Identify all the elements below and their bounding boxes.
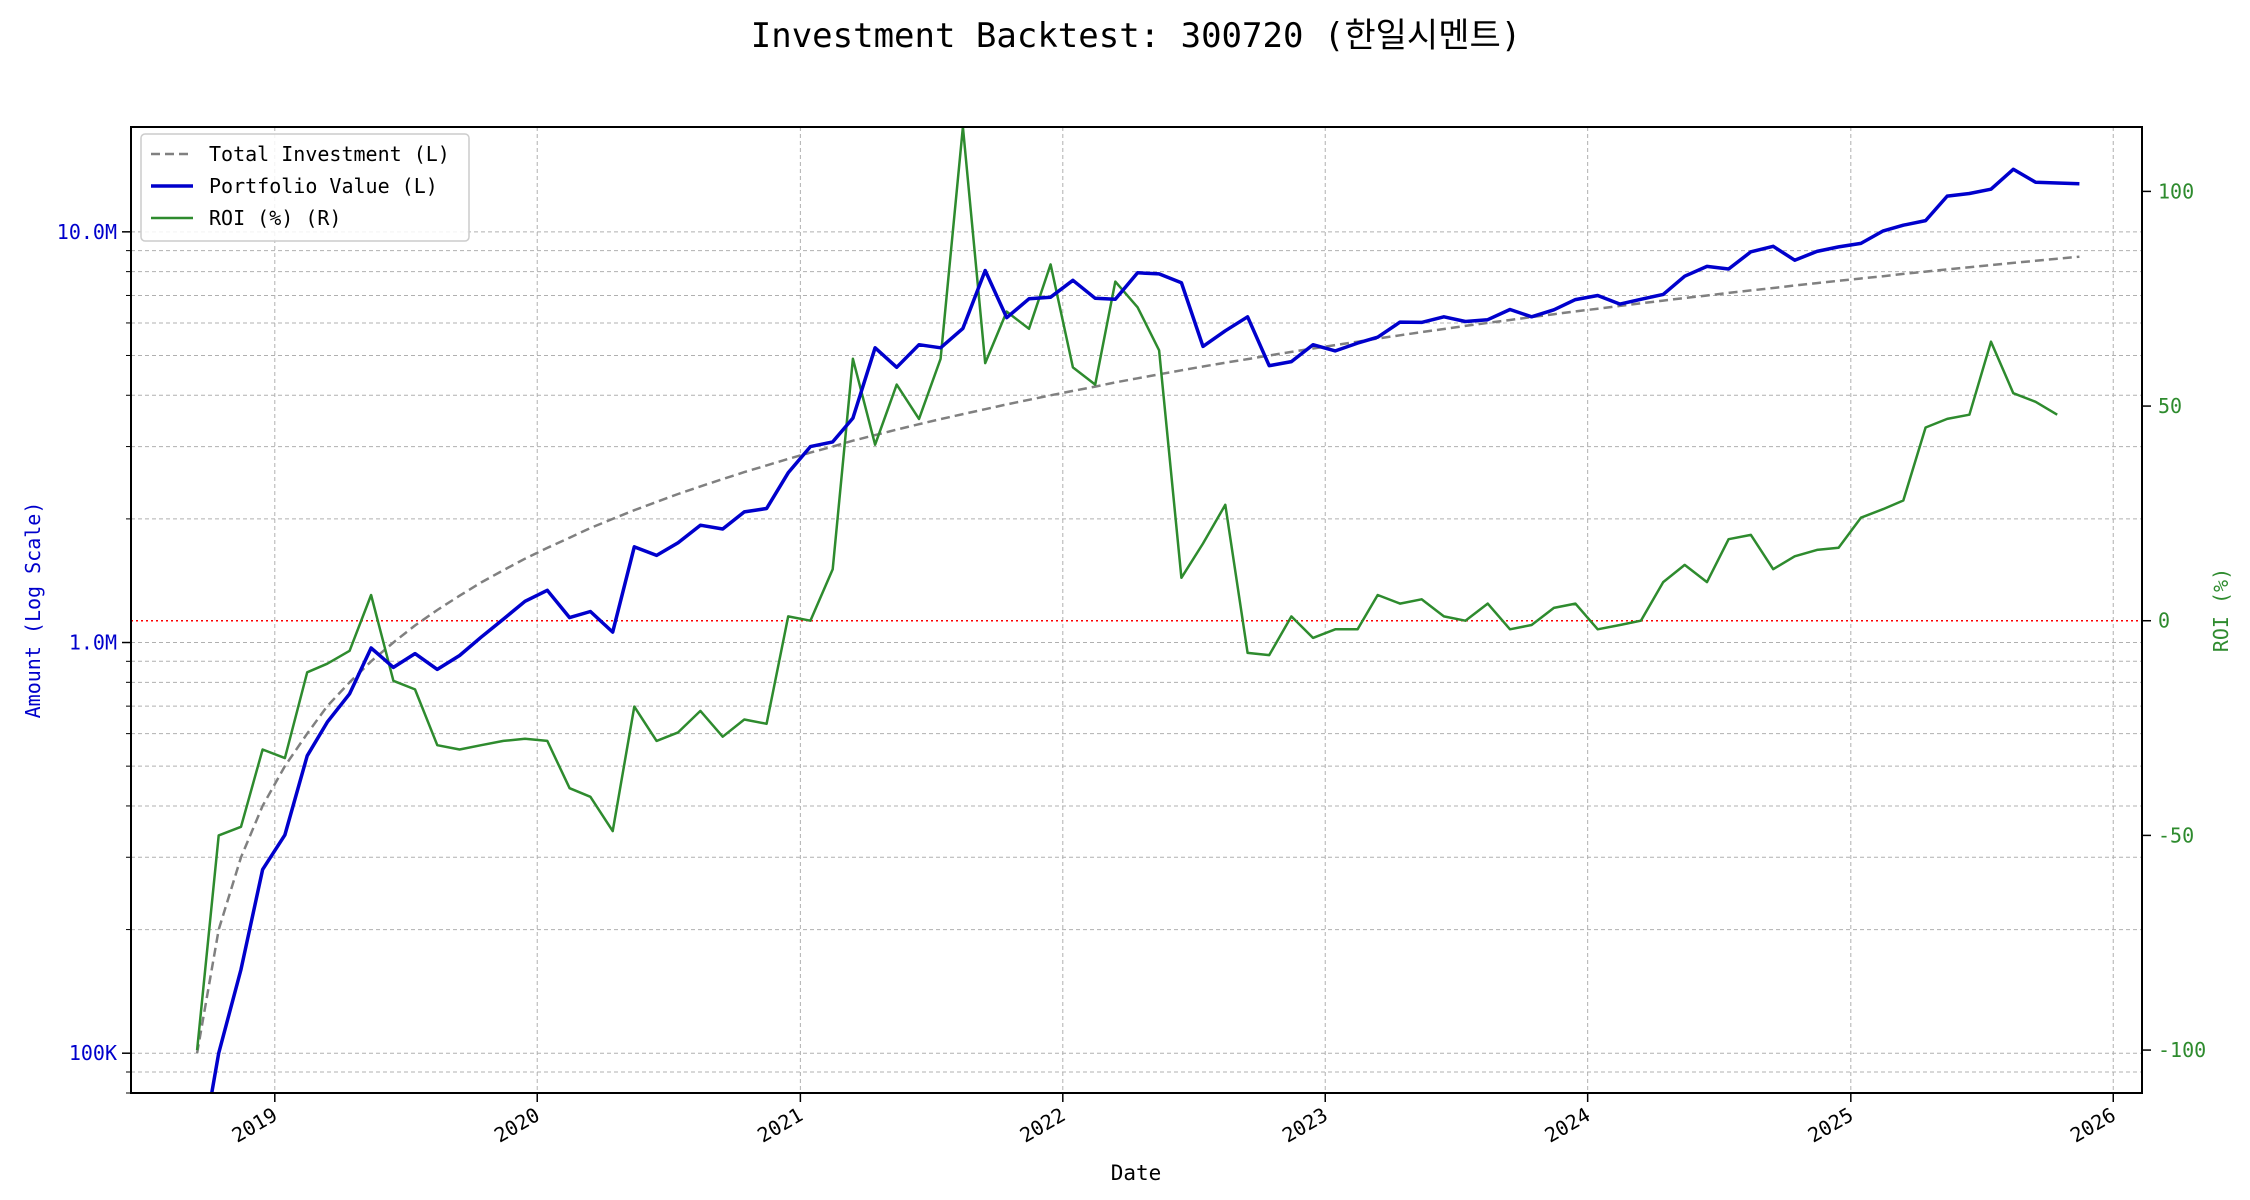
total-investment-line: [195, 255, 2080, 1054]
legend-entry-total-investment: Total Investment (L): [151, 142, 450, 166]
chart-title: Investment Backtest: 300720 (한일시멘트): [751, 16, 1522, 56]
portfolio-value-line: [209, 167, 2080, 1093]
y-left-tick-label: 100K: [69, 1041, 117, 1065]
y-left-tick-label: 10.0M: [57, 220, 117, 244]
y-right-tick-label: -50: [2158, 823, 2194, 847]
y-right-tick-label: 50: [2158, 394, 2182, 418]
x-axis-label: Date: [1111, 1161, 1162, 1185]
plot-frame: [130, 126, 2143, 1094]
y-right-tick-label: 0: [2158, 609, 2170, 633]
series-layer: [195, 127, 2080, 1093]
y-right-tick-label: 100: [2158, 179, 2194, 203]
legend-label-total-investment: Total Investment (L): [209, 142, 450, 166]
legend-label-roi: ROI (%) (R): [209, 206, 341, 230]
y-axis-right-label: ROI (%): [2209, 568, 2233, 652]
legend-entry-portfolio-value: Portfolio Value (L): [151, 174, 438, 198]
y-left-tick-label: 1.0M: [69, 631, 117, 655]
roi-line: [195, 127, 2058, 1051]
y-axis-left-label: Amount (Log Scale): [21, 502, 45, 719]
legend-box: [140, 133, 470, 242]
legend-label-portfolio-value: Portfolio Value (L): [209, 174, 438, 198]
y-right-tick-label: -100: [2158, 1038, 2206, 1062]
legend: Total Investment (L) Portfolio Value (L)…: [140, 133, 470, 242]
legend-entry-roi: ROI (%) (R): [151, 206, 341, 230]
